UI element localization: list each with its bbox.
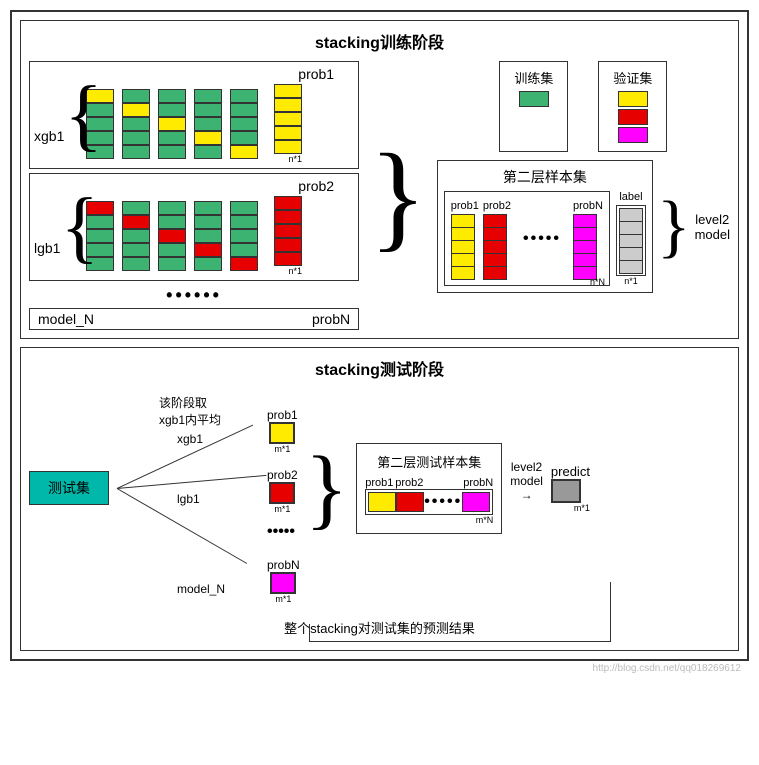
test-level2-box: 第二层测试样本集 prob1 prob2 probN ••••• m*N	[356, 443, 502, 534]
level2-label-col: label n*1	[616, 191, 646, 286]
predict-box	[551, 479, 581, 503]
watermark: http://blog.csdn.net/qq018269612	[10, 661, 749, 676]
test-set-box: 测试集	[29, 471, 109, 505]
predict-block: predict m*1	[551, 464, 590, 513]
test-level2-model-label: level2model →	[510, 460, 543, 516]
lgb1-block: lgb1{ prob2 n*1	[29, 173, 359, 281]
bottom-arrow	[309, 641, 610, 642]
level2-brace: }	[657, 187, 691, 267]
model-fan: xgb1prob1m*1lgb1prob2m*1•••••model_Nprob…	[117, 388, 297, 588]
probn-label: probN	[312, 311, 350, 327]
testing-title: stacking测试阶段	[29, 356, 730, 380]
modeln-row: model_N probN	[29, 308, 359, 330]
models-ellipsis: ••••••	[29, 285, 359, 306]
modeln-label: model_N	[38, 311, 94, 327]
training-section: stacking训练阶段 xgb1{ prob1 n*1 lgb1{ prob2…	[20, 20, 739, 339]
xgb1-label: xgb1{	[34, 85, 103, 145]
legend-train: 训练集	[499, 61, 568, 152]
xgb1-folds: n*1	[86, 84, 354, 164]
training-layout: xgb1{ prob1 n*1 lgb1{ prob2 n*1 •••••• m…	[29, 61, 730, 330]
level2-model-label: level2 model	[695, 212, 730, 242]
diagram-container: stacking训练阶段 xgb1{ prob1 n*1 lgb1{ prob2…	[10, 10, 749, 661]
lgb1-folds: n*1	[86, 196, 354, 276]
test-brace: }	[305, 437, 348, 540]
right-panel: 训练集 验证集 第二层样本集 prob1prob2•••••probNn*N l…	[437, 61, 730, 330]
legend-row: 训练集 验证集	[437, 61, 730, 152]
level2-features: prob1prob2•••••probNn*N	[444, 191, 610, 286]
testing-layout: 该阶段取 xgb1内平均 测试集 xgb1prob1m*1lgb1prob2m*…	[29, 388, 730, 588]
legend-valid: 验证集	[598, 61, 667, 152]
big-brace: }	[369, 96, 427, 296]
bottom-note: 整个stacking对测试集的预测结果	[29, 618, 730, 637]
level2-box: 第二层样本集 prob1prob2•••••probNn*N label n*1	[437, 160, 653, 293]
prob2-label: prob2	[86, 178, 354, 194]
level2-title: 第二层样本集	[444, 167, 646, 187]
testing-section: stacking测试阶段 该阶段取 xgb1内平均 测试集 xgb1prob1m…	[20, 347, 739, 651]
lgb1-label: lgb1{	[34, 197, 99, 257]
xgb1-block: xgb1{ prob1 n*1	[29, 61, 359, 169]
prob1-label: prob1	[86, 66, 354, 82]
test-level2-row: •••••	[365, 489, 493, 515]
models-panel: xgb1{ prob1 n*1 lgb1{ prob2 n*1 •••••• m…	[29, 61, 359, 330]
training-title: stacking训练阶段	[29, 29, 730, 53]
level2-wrap: 第二层样本集 prob1prob2•••••probNn*N label n*1…	[437, 160, 730, 293]
